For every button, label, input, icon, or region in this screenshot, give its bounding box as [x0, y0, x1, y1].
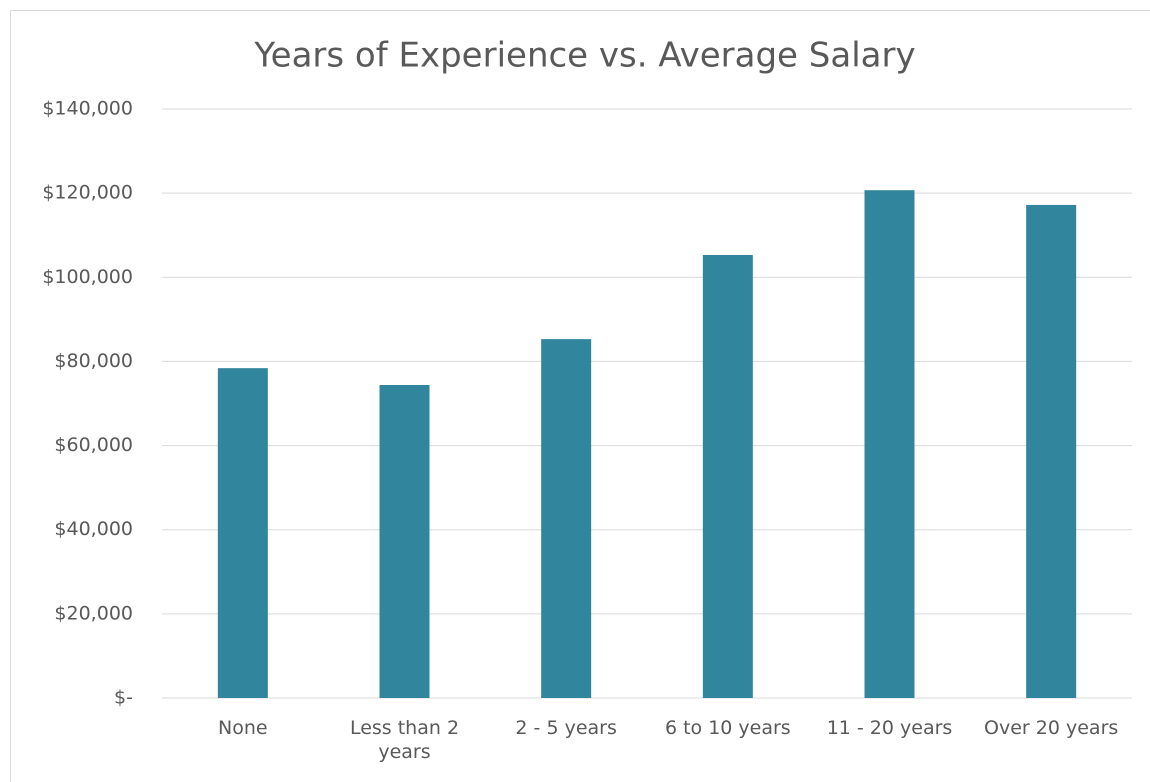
- y-tick-label: $60,000: [54, 434, 133, 456]
- y-tick-label: $-: [114, 687, 133, 709]
- y-tick-label: $40,000: [54, 518, 133, 540]
- x-tick-label: Over 20 years: [984, 717, 1119, 739]
- x-tick-label: Less than 2 years: [349, 717, 460, 763]
- bar: [379, 384, 430, 698]
- x-tick-label: 2 - 5 years: [515, 717, 617, 739]
- chart-title: Years of Experience vs. Average Salary: [253, 36, 915, 76]
- x-tick-label: 6 to 10 years: [664, 717, 791, 739]
- bar: [1026, 204, 1077, 698]
- y-tick-label: $20,000: [54, 602, 133, 624]
- bar: [217, 368, 268, 698]
- bar: [864, 190, 915, 698]
- y-tick-label: $100,000: [42, 266, 133, 288]
- y-tick-label: $120,000: [42, 182, 133, 204]
- bar: [541, 339, 592, 698]
- y-tick-label: $80,000: [54, 350, 133, 372]
- x-tick-label: 11 - 20 years: [826, 717, 953, 739]
- bar: [702, 254, 753, 698]
- y-tick-label: $140,000: [42, 98, 133, 120]
- chart-border: [10, 10, 1150, 782]
- x-tick-label: None: [218, 717, 268, 739]
